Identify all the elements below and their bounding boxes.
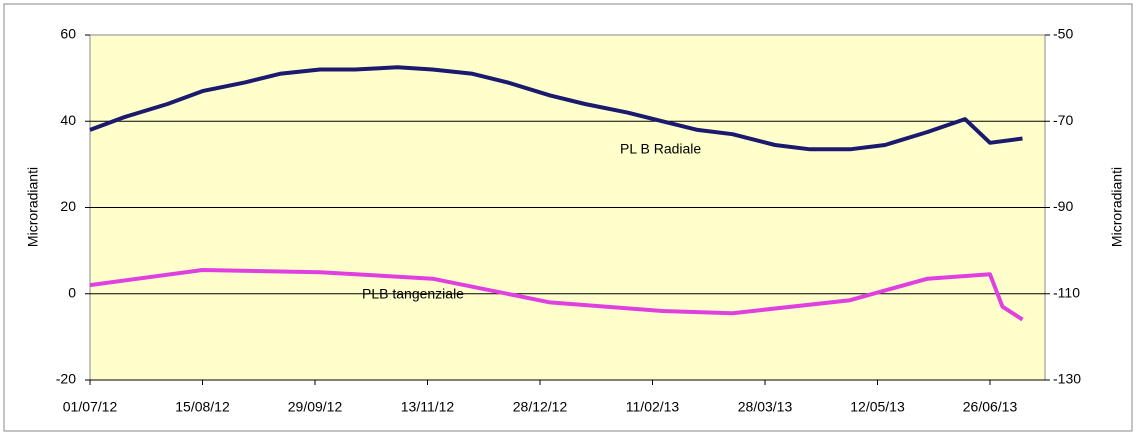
y-tick-label: 20 — [60, 198, 76, 214]
y-tick-label: 40 — [60, 112, 76, 128]
x-tick-label: 13/11/12 — [401, 399, 455, 415]
x-tick-label: 26/06/13 — [963, 399, 1018, 415]
series-line — [89, 268, 1024, 322]
x-tick-label: 28/12/12 — [513, 399, 568, 415]
y2-axis-label: Microradianti — [1109, 167, 1125, 247]
y2-tick-label: -70 — [1053, 112, 1073, 128]
x-tick-label: 01/07/12 — [63, 399, 118, 415]
y-tick-label: -20 — [56, 371, 76, 387]
y2-tick-label: -90 — [1053, 198, 1073, 214]
series-line — [89, 65, 1023, 152]
x-tick-label: 29/09/12 — [288, 399, 343, 415]
x-tick-label: 12/05/13 — [850, 399, 905, 415]
y-tick-label: 0 — [68, 284, 76, 300]
annotation: PL B Radiale — [620, 141, 701, 157]
annotation: PLB tangenziale — [362, 286, 464, 302]
x-tick-label: 11/02/13 — [626, 399, 680, 415]
y2-tick-label: -130 — [1053, 371, 1081, 387]
x-tick-label: 15/08/12 — [175, 399, 230, 415]
y2-tick-label: -110 — [1053, 284, 1080, 300]
y2-tick-label: -50 — [1053, 26, 1073, 42]
y-axis-label: Microradianti — [25, 167, 41, 247]
x-tick-label: 28/03/13 — [738, 399, 793, 415]
y-tick-label: 60 — [60, 26, 76, 42]
